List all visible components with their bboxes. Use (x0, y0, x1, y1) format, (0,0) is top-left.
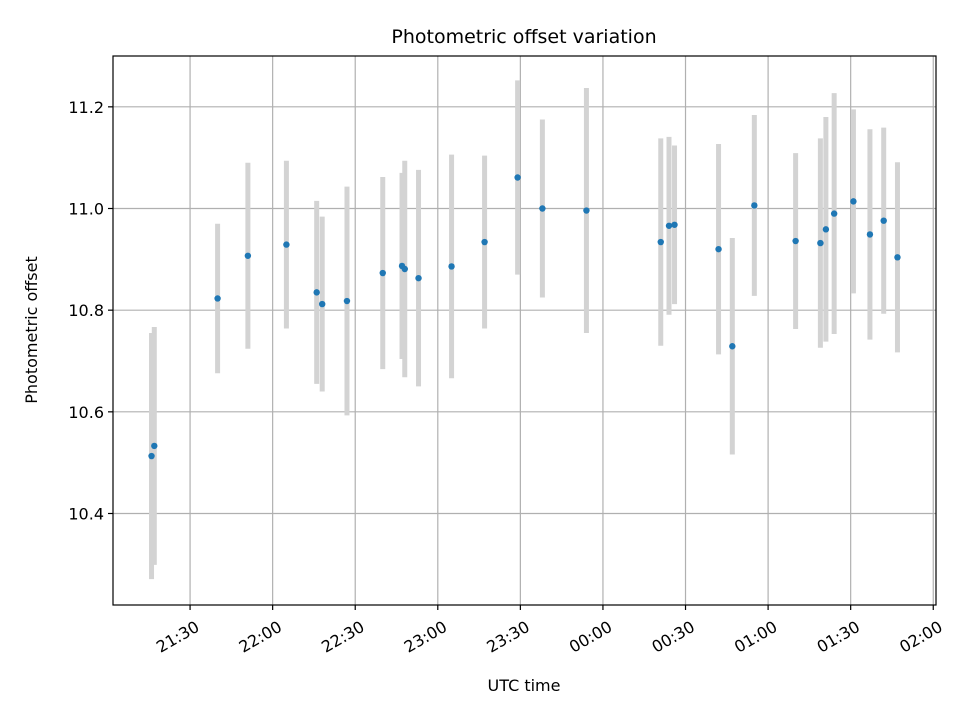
data-point (415, 274, 422, 282)
data-point (665, 222, 673, 229)
data-point (866, 231, 874, 238)
data-point (283, 241, 290, 248)
data-point (539, 205, 546, 212)
data-point (244, 252, 252, 259)
data-point (830, 210, 838, 217)
x-tick-label: 01:00 (731, 617, 780, 657)
y-tick-label: 10.8 (68, 301, 104, 320)
x-tick-label: 23:00 (401, 617, 450, 657)
y-tick-label: 10.6 (68, 403, 104, 422)
x-axis-title: UTC time (488, 676, 561, 695)
error-bars (149, 80, 900, 580)
x-tick-label: 00:00 (566, 617, 615, 657)
data-point (583, 207, 590, 214)
data-point (729, 343, 736, 350)
x-tick-label: 21:30 (153, 617, 202, 657)
data-point (379, 269, 386, 277)
data-point (792, 237, 799, 245)
data-point (151, 442, 158, 450)
data-point (214, 295, 221, 302)
data-point (671, 221, 678, 228)
chart-title: Photometric offset variation (391, 26, 656, 48)
data-point (318, 300, 326, 308)
data-point (822, 226, 830, 233)
y-tick-label: 10.4 (68, 505, 104, 524)
y-tick-label: 11.2 (68, 98, 104, 117)
data-point (514, 174, 521, 181)
x-tick-label: 00:30 (648, 617, 697, 657)
data-point (657, 238, 664, 246)
data-point (715, 245, 722, 253)
data-point (850, 198, 857, 205)
x-tick-label: 02:00 (896, 617, 945, 657)
x-axis-ticks: 21:30 22:00 22:30 23:00 23:30 00:00 00:30 01:00… (153, 605, 946, 657)
x-tick-label: 22:30 (318, 617, 367, 657)
data-point (880, 217, 887, 224)
data-point (817, 239, 824, 247)
y-axis-title: Photometric offset (22, 256, 41, 404)
x-tick-label: 23:30 (483, 617, 532, 657)
x-tick-label: 22:00 (236, 617, 285, 657)
data-points (148, 174, 901, 460)
data-point (313, 289, 320, 296)
data-point (148, 452, 155, 460)
data-point (448, 263, 455, 270)
y-tick-label: 11.0 (68, 200, 104, 219)
data-point (401, 265, 408, 273)
data-point (481, 238, 488, 246)
data-point (751, 202, 758, 209)
grid-lines (113, 56, 936, 605)
data-point (343, 297, 351, 305)
data-point (894, 254, 901, 261)
y-axis-ticks: 10.4 10.6 10.8 11.0 11.2 (68, 98, 113, 524)
x-tick-label: 01:30 (814, 617, 863, 657)
plot-frame (112, 55, 937, 606)
